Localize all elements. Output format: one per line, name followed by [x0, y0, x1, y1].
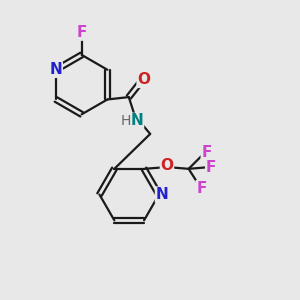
Text: F: F — [206, 160, 216, 175]
Text: O: O — [160, 158, 173, 173]
Text: F: F — [201, 145, 212, 160]
Text: H: H — [121, 114, 131, 128]
Text: N: N — [155, 187, 168, 202]
Text: O: O — [137, 72, 150, 87]
Text: F: F — [76, 25, 87, 40]
Text: N: N — [131, 113, 143, 128]
Text: N: N — [50, 62, 62, 77]
Text: F: F — [196, 181, 207, 196]
